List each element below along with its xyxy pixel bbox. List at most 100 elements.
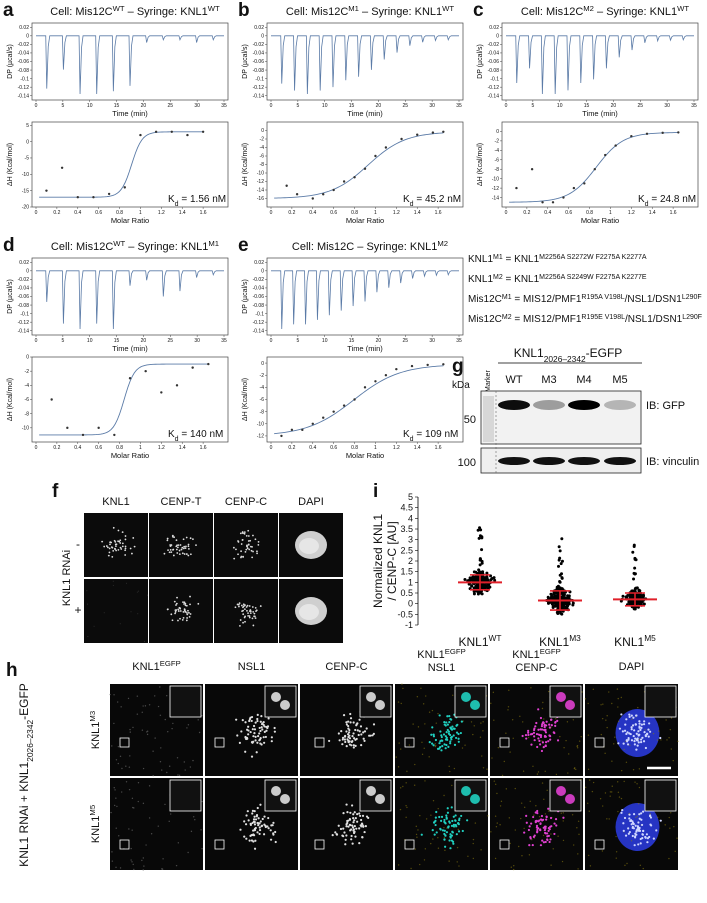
y-tick-label: 2 [408,556,413,566]
axis-label: Molar Ratio [581,216,619,225]
kinetochore [441,829,445,832]
background-speck [487,815,489,817]
kinetochore [523,831,526,834]
cell-point [475,577,479,581]
kinetochore [635,833,638,836]
panel-title: Cell: Mis12C – Syringe: KNL1M2 [292,239,448,254]
x-tick-label: 0.8 [351,445,358,451]
background-speck [494,857,497,860]
kinetochore [363,739,366,742]
kinetochore [544,731,548,734]
data-point [50,398,53,401]
panel-title-part: Cell: Mis12C [51,241,113,253]
kinetochore [256,821,259,825]
x-tick-label: 1.6 [670,210,677,216]
data-point [301,428,304,432]
kinetochore [337,824,340,827]
background-speck [142,802,145,805]
panel-letter: d [3,235,15,256]
kinetochore [444,735,447,738]
cell-point [560,559,564,563]
lane-label: M3 [541,374,556,386]
background-speck [670,717,673,719]
background-speck [668,816,670,819]
kinetochore [450,728,454,731]
kinetochore [248,718,251,721]
data-point [92,195,95,199]
kinetochore [628,817,631,820]
background-speck [137,782,140,784]
kinetochore [254,735,257,738]
side-label-part: -EGFP [17,683,31,720]
background-speck [576,827,578,829]
kinetochore [182,601,184,603]
background-speck [561,860,564,863]
background-speck [581,691,583,693]
kinetochore [420,833,423,836]
background-speck [638,738,641,741]
background-speck [543,718,545,720]
x-tick-label: 0.6 [95,445,102,451]
panel-title-part: WT [208,4,220,13]
kinetochore [356,813,359,816]
kinetochore [129,547,132,550]
kinetochore [253,810,256,813]
cell-point [552,595,556,599]
cell-point [470,576,474,580]
background-speck [464,744,466,746]
data-point [442,363,445,366]
kinetochore [527,733,530,737]
inset-spot [375,794,385,804]
kinetochore [631,724,635,727]
cell-point [633,588,637,592]
background-speck [399,808,402,811]
y-tick-label: -15 [22,188,29,194]
kinetochore [108,547,111,550]
x-tick-label: 25 [638,103,644,109]
kinetochore [189,537,192,540]
kinetochore [438,747,441,750]
plot-frame [266,22,464,101]
column-label: CENP-C [225,496,267,508]
kinetochore [255,751,258,754]
inset-spot [556,786,566,796]
x-tick-label: 35 [221,338,227,344]
kinetochore [248,610,251,613]
kinetochore [251,728,254,731]
kinetochore [354,817,357,820]
axis-label: ΔH (Kcal/mol) [7,378,14,421]
kinetochore [251,545,253,548]
kinetochore [170,544,173,546]
background-speck [444,849,446,852]
kinetochore [626,743,630,746]
kinetochore [121,542,124,545]
kinetochore [247,535,250,537]
kinetochore [431,726,434,729]
kinetochore [175,545,178,548]
background-speck [535,805,537,807]
kinetochore [359,824,362,827]
x-tick-label: 1.6 [200,445,207,451]
background-speck [400,702,402,705]
mutant-legend-part: R195E V198L [581,314,625,321]
background-speck [599,797,602,800]
background-speck [416,696,419,698]
kinetochore [269,838,273,841]
cell-point [476,584,480,588]
marker-label: Marker [485,370,492,392]
kinetochore [549,718,553,721]
axis-label: Time (min) [112,344,148,353]
cell-point [478,557,482,561]
kinetochore [133,545,136,548]
kinetochore [440,749,443,752]
background-speck [154,737,156,739]
kinetochore [260,726,263,729]
kinetochore [254,739,257,742]
kinetochore [353,824,356,828]
background-speck [547,810,550,812]
kinetochore [447,825,450,828]
kinetochore [339,827,343,831]
marker-lane [483,396,494,442]
kinetochore [548,726,551,729]
kinetochore [630,726,633,729]
